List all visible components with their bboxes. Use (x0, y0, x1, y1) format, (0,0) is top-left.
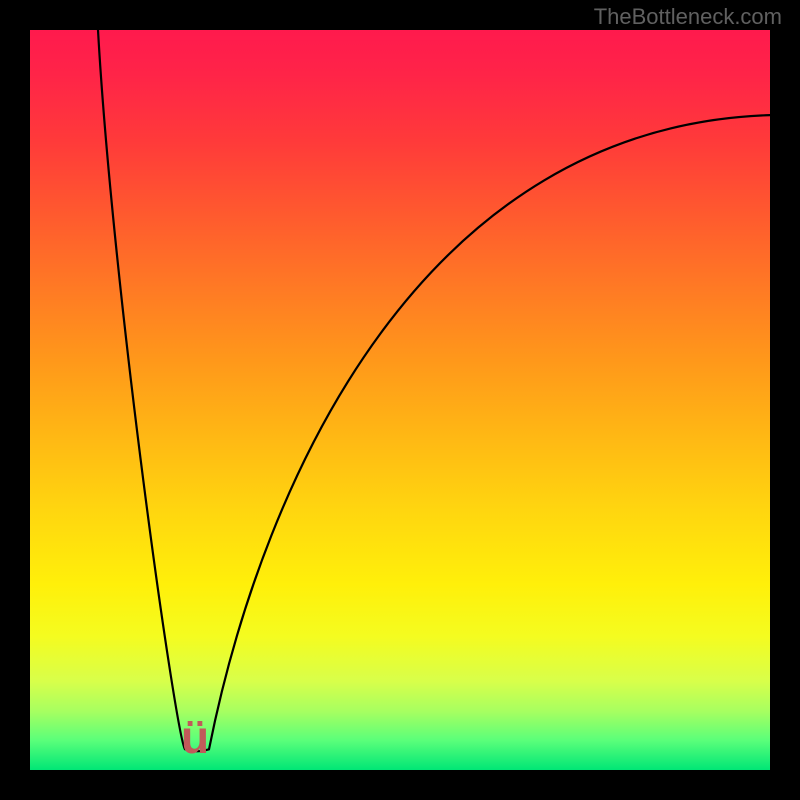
minimum-marker: ü (181, 714, 209, 760)
bottleneck-curve (0, 0, 800, 800)
curve-path (98, 30, 770, 751)
chart-container: TheBottleneck.com ü (0, 0, 800, 800)
